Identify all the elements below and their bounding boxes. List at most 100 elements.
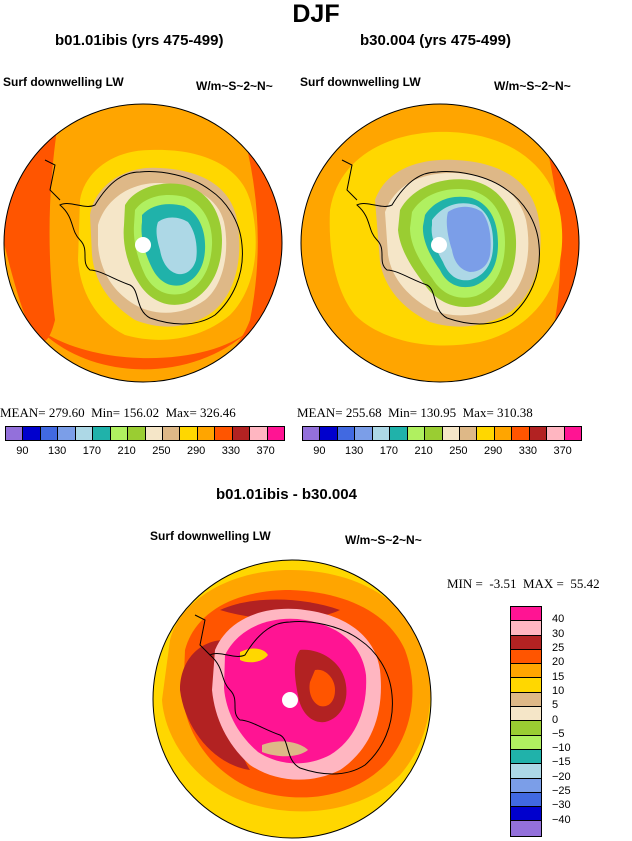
colorbar-tick-label: −10 xyxy=(552,742,571,755)
colorbar-swatch xyxy=(75,427,94,440)
colorbar-swatch xyxy=(511,792,541,808)
colorbar-swatch xyxy=(511,707,541,722)
colorbar-tick-label: 20 xyxy=(552,656,565,669)
colorbar-swatch xyxy=(93,427,111,440)
colorbar-swatch xyxy=(511,607,541,622)
colorbar-tick-label: 170 xyxy=(82,445,102,457)
colorbar-tick-label: 290 xyxy=(483,445,503,457)
map2-coastline xyxy=(356,171,540,325)
colorbar-tick-label: 330 xyxy=(518,445,538,457)
map1-lightblue xyxy=(156,217,197,275)
panel-2-units: W/m~S~2~N~ xyxy=(494,79,571,93)
colorbar-tick-label: 90 xyxy=(313,445,326,457)
diff-units: W/m~S~2~N~ xyxy=(345,533,422,547)
map1-coastline xyxy=(59,171,243,325)
colorbar-2-labels: 90 130 170 210 250 290 330 370 xyxy=(302,445,580,459)
colorbar-tick-label: 5 xyxy=(552,699,559,712)
colorbar-swatch xyxy=(459,427,478,440)
colorbar-tick-label: 250 xyxy=(152,445,171,457)
colorbar-tick-label: −25 xyxy=(552,785,571,798)
colorbar-swatch xyxy=(494,427,513,440)
colorbar-tick-label: 370 xyxy=(256,445,275,457)
colorbar-swatch xyxy=(511,764,541,779)
colorbar-swatch xyxy=(511,664,541,679)
panel-2-variable: Surf downwelling LW xyxy=(300,75,421,89)
diff-coastline xyxy=(209,621,393,775)
colorbar-swatch xyxy=(512,427,530,440)
colorbar-1-labels: 90 130 170 210 250 290 330 370 xyxy=(5,445,283,459)
map2-pole-mask xyxy=(431,237,447,253)
colorbar-tick-label: 210 xyxy=(414,445,433,457)
colorbar-tick-label: 30 xyxy=(552,627,565,640)
colorbar-swatch xyxy=(110,427,129,440)
colorbar-swatch xyxy=(511,735,541,750)
colorbar-tick-label: 40 xyxy=(552,613,565,626)
colorbar-swatch xyxy=(162,427,181,440)
colorbar-tick-label: −20 xyxy=(552,770,571,783)
colorbar-swatch xyxy=(511,621,541,636)
colorbar-swatch xyxy=(337,427,356,440)
diff-inner-orange xyxy=(309,669,335,707)
colorbar-swatch xyxy=(128,427,146,440)
colorbar-swatch xyxy=(6,427,24,440)
colorbar-swatch xyxy=(511,749,541,765)
colorbar-tick-label: 90 xyxy=(16,445,29,457)
colorbar-swatch xyxy=(511,692,541,708)
colorbar-diff-labels: 40 30 25 20 15 10 5 0 −5 −10 −15 −20 −25 −30 −40 xyxy=(552,606,612,835)
colorbar-swatch xyxy=(511,807,541,822)
colorbar-swatch xyxy=(511,721,541,736)
panel-1-units: W/m~S~2~N~ xyxy=(196,79,273,93)
diff-stats: MIN = -3.51 MAX = 55.42 xyxy=(447,576,600,591)
diff-title: b01.01ibis - b30.004 xyxy=(216,486,357,503)
map2-blue xyxy=(446,206,491,272)
colorbar-swatch xyxy=(442,427,460,440)
colorbar-tick-label: 15 xyxy=(552,670,565,683)
colorbar-tick-label: 330 xyxy=(221,445,241,457)
panel-1-title: b01.01ibis (yrs 475-499) xyxy=(55,32,224,49)
colorbar-swatch xyxy=(477,427,495,440)
colorbar-tick-label: 210 xyxy=(117,445,136,457)
diff-variable: Surf downwelling LW xyxy=(150,529,271,543)
colorbar-swatch xyxy=(23,427,41,440)
map1-pole-mask xyxy=(135,237,151,253)
colorbar-swatch xyxy=(511,678,541,693)
colorbar-swatch xyxy=(355,427,373,440)
colorbar-swatch xyxy=(180,427,198,440)
colorbar-tick-label: 130 xyxy=(47,445,67,457)
colorbar-swatch xyxy=(58,427,76,440)
colorbar-swatch xyxy=(320,427,338,440)
colorbar-1 xyxy=(5,426,285,441)
colorbar-tick-label: −40 xyxy=(552,813,571,826)
colorbar-diff xyxy=(510,606,542,837)
colorbar-swatch xyxy=(511,649,541,665)
figure-title: DJF xyxy=(292,0,340,28)
colorbar-tick-label: −15 xyxy=(552,756,571,769)
colorbar-swatch xyxy=(390,427,408,440)
colorbar-swatch xyxy=(529,427,548,440)
colorbar-swatch xyxy=(547,427,565,440)
panel-1-stats: MEAN= 279.60 Min= 156.02 Max= 326.46 xyxy=(0,405,236,420)
colorbar-swatch xyxy=(425,427,443,440)
colorbar-swatch xyxy=(145,427,163,440)
colorbar-swatch xyxy=(564,427,581,440)
colorbar-tick-label: 250 xyxy=(449,445,468,457)
panel-2-title: b30.004 (yrs 475-499) xyxy=(360,32,511,49)
colorbar-swatch xyxy=(232,427,251,440)
colorbar-swatch xyxy=(372,427,391,440)
colorbar-swatch xyxy=(511,635,541,650)
colorbar-swatch xyxy=(40,427,59,440)
colorbar-tick-label: 370 xyxy=(553,445,572,457)
colorbar-2 xyxy=(302,426,582,441)
colorbar-swatch xyxy=(250,427,268,440)
colorbar-swatch xyxy=(303,427,321,440)
colorbar-tick-label: 0 xyxy=(552,713,559,726)
colorbar-swatch xyxy=(267,427,284,440)
colorbar-swatch xyxy=(197,427,216,440)
panel-2-stats: MEAN= 255.68 Min= 130.95 Max= 310.38 xyxy=(297,405,533,420)
colorbar-tick-label: −5 xyxy=(552,727,565,740)
colorbar-tick-label: −30 xyxy=(552,799,571,812)
colorbar-swatch xyxy=(215,427,233,440)
